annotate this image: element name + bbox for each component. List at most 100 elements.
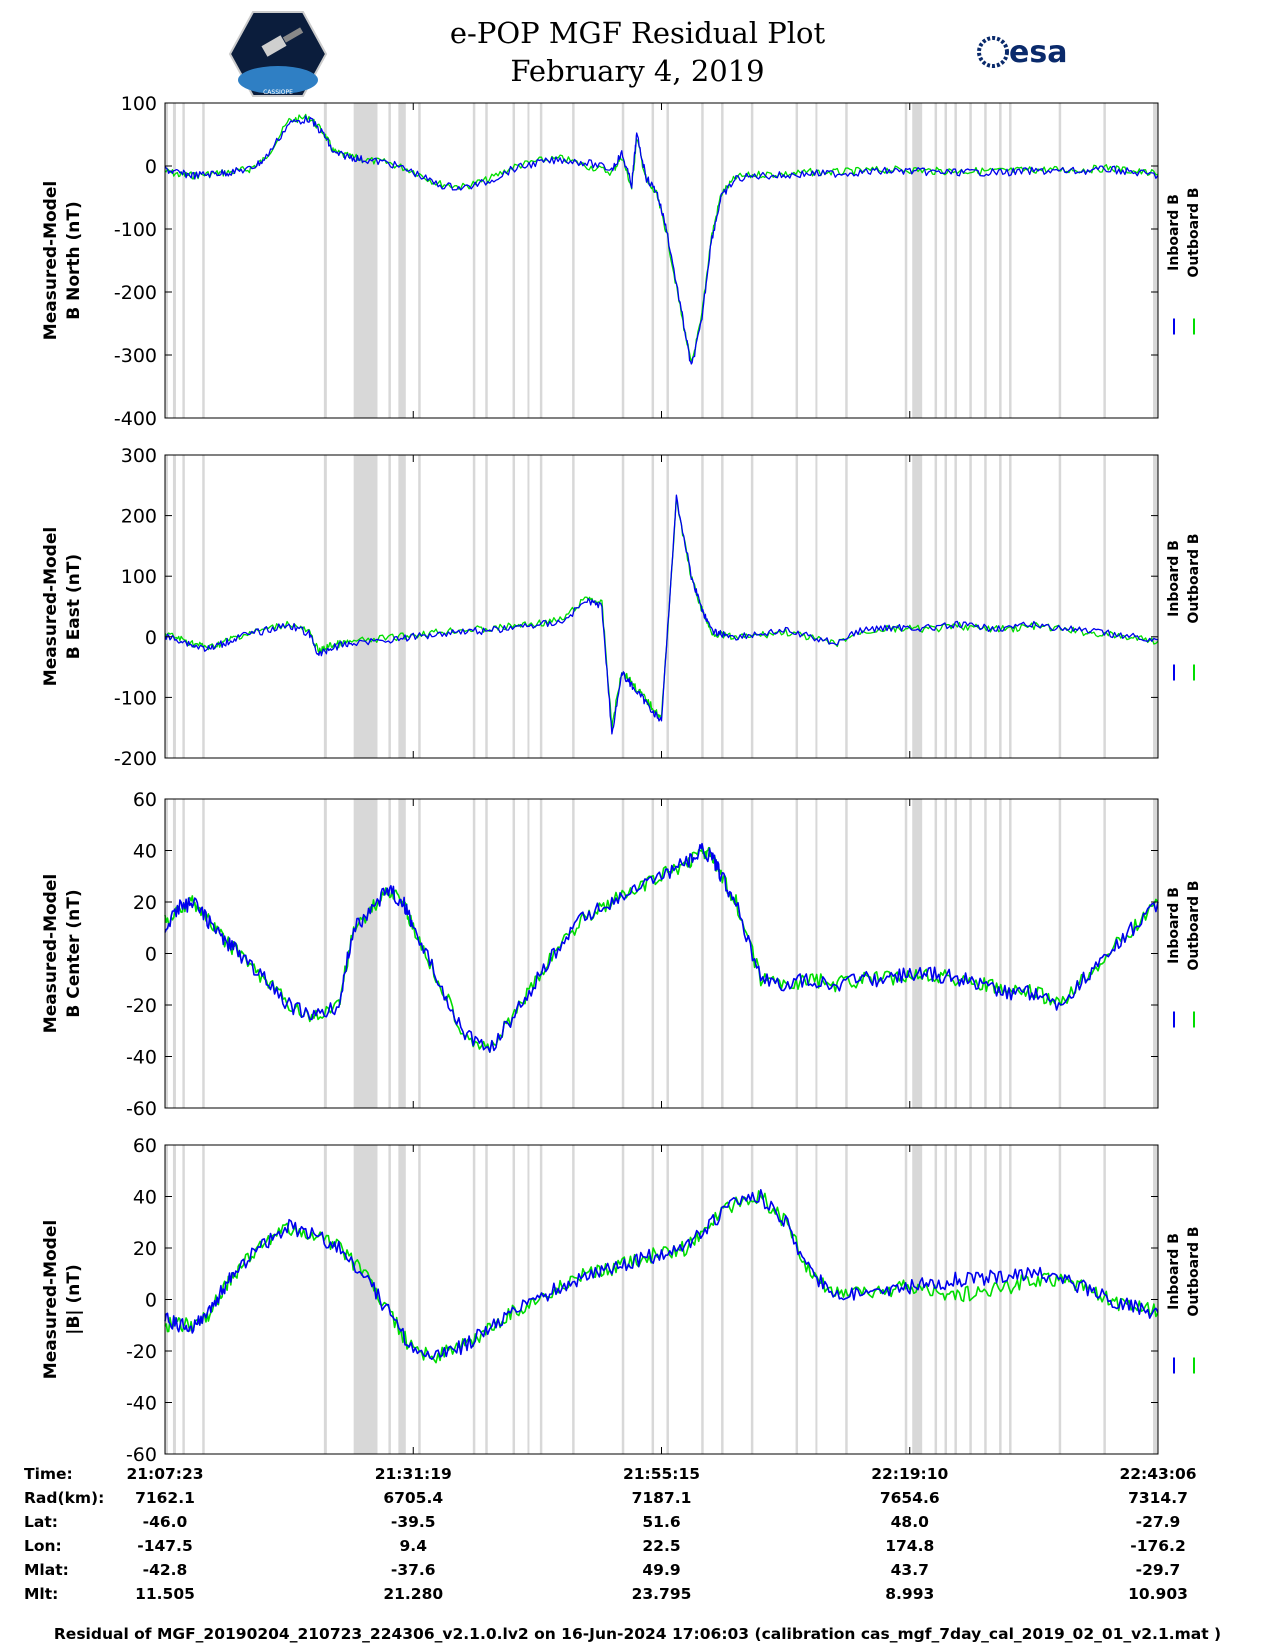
info-row: Mlt: 11.505 21.280 23.795 8.993 10.903 xyxy=(0,1585,1275,1607)
data-gap-band xyxy=(172,799,176,1108)
data-gap-band xyxy=(934,1145,938,1454)
series-line-inboard xyxy=(164,1189,1159,1360)
data-gap-band xyxy=(388,103,391,418)
data-gap-band xyxy=(934,455,938,758)
data-gap-band xyxy=(944,799,947,1108)
info-row: Lon: -147.5 9.4 22.5 174.8 -176.2 xyxy=(0,1537,1275,1559)
data-gap-band xyxy=(418,799,421,1108)
info-cell: -176.2 xyxy=(1130,1537,1186,1555)
data-gap-band xyxy=(621,1145,625,1454)
data-gap-band xyxy=(750,103,754,418)
y-tick-label: 60 xyxy=(133,1135,157,1157)
data-gap-band xyxy=(388,1145,391,1454)
data-gap-band xyxy=(182,799,185,1108)
info-row: Lat: -46.0 -39.5 51.6 48.0 -27.9 xyxy=(0,1513,1275,1535)
data-gap-band xyxy=(1009,799,1012,1108)
data-gap-band xyxy=(388,455,391,758)
data-gap-band xyxy=(984,103,987,418)
y-tick-label: 0 xyxy=(145,1290,157,1312)
data-gap-band xyxy=(1153,455,1158,758)
data-gap-band xyxy=(845,799,848,1108)
legend-label-outboard: Outboard B xyxy=(1186,187,1202,277)
y-axis-label-line-2: B East (nT) xyxy=(64,554,84,659)
data-gap-band xyxy=(323,1145,327,1454)
data-gap-band xyxy=(485,103,488,418)
info-cell: 7654.6 xyxy=(879,1489,940,1507)
y-tick-label: 0 xyxy=(145,627,157,649)
data-gap-band xyxy=(182,1145,185,1454)
data-gap-band xyxy=(323,103,327,418)
data-gap-band xyxy=(904,103,908,418)
info-cell: 7162.1 xyxy=(135,1489,195,1507)
data-gap-band xyxy=(912,103,923,418)
data-gap-band xyxy=(795,103,799,418)
info-cell: 51.6 xyxy=(642,1513,681,1531)
data-gap-band xyxy=(815,1145,818,1454)
data-gap-band xyxy=(1103,799,1106,1108)
data-gap-band xyxy=(721,103,724,418)
info-cell: -147.5 xyxy=(137,1537,193,1555)
data-gap-band xyxy=(815,103,818,418)
legend-label-outboard: Outboard B xyxy=(1186,533,1202,623)
title-line-1: e-POP MGF Residual Plot xyxy=(449,16,826,50)
y-tick-label: -200 xyxy=(114,748,157,770)
data-gap-band xyxy=(666,799,669,1108)
data-gap-band xyxy=(815,455,818,758)
info-cell: 22.5 xyxy=(642,1537,681,1555)
esa-logo: esa xyxy=(977,35,1067,70)
data-gap-band xyxy=(666,455,669,758)
data-gap-band xyxy=(701,1145,704,1454)
legend-label-outboard: Outboard B xyxy=(1186,880,1202,970)
data-gap-band xyxy=(398,1145,406,1454)
y-tick-label: 20 xyxy=(133,1238,157,1260)
y-axis-label-line-2: |B| (nT) xyxy=(64,1264,84,1335)
data-gap-band xyxy=(202,799,205,1108)
info-cell: -27.9 xyxy=(1135,1513,1181,1531)
data-gap-band xyxy=(1103,455,1106,758)
series-line-outboard xyxy=(164,1190,1159,1364)
data-gap-band xyxy=(1009,1145,1012,1454)
data-gap-band xyxy=(512,799,516,1108)
info-cell: -39.5 xyxy=(390,1513,436,1531)
data-gap-band xyxy=(172,103,176,418)
data-gap-band xyxy=(969,799,972,1108)
data-gap-band xyxy=(934,799,938,1108)
data-gap-band xyxy=(1009,103,1012,418)
data-gap-band xyxy=(572,103,575,418)
y-axis-label-line-2: B Center (nT) xyxy=(64,889,84,1017)
data-gap-band xyxy=(539,455,543,758)
y-tick-label: 100 xyxy=(121,93,157,115)
info-cell: -29.7 xyxy=(1135,1561,1181,1579)
data-gap-band xyxy=(666,1145,669,1454)
data-gap-band xyxy=(904,799,908,1108)
data-gap-band xyxy=(512,455,516,758)
data-gap-band xyxy=(999,799,1002,1108)
data-gap-band xyxy=(621,799,625,1108)
data-gap-band xyxy=(999,455,1002,758)
info-row-label: Lon: xyxy=(24,1537,62,1555)
data-gap-band xyxy=(795,799,799,1108)
data-gap-band xyxy=(944,455,947,758)
data-gap-band xyxy=(165,103,168,418)
data-gap-band xyxy=(202,103,205,418)
info-cell: 21:07:23 xyxy=(126,1465,204,1483)
info-cell: 8.993 xyxy=(885,1585,935,1603)
data-gap-band xyxy=(621,103,625,418)
y-axis-label-line-1: Measured-Model xyxy=(41,874,61,1033)
data-gap-band xyxy=(1058,799,1062,1108)
data-gap-band xyxy=(572,799,575,1108)
data-gap-band xyxy=(353,799,378,1108)
legend-label-inboard: Inboard B xyxy=(1166,194,1182,271)
data-gap-band xyxy=(472,1145,476,1454)
legend-label-outboard: Outboard B xyxy=(1186,1226,1202,1316)
data-gap-band xyxy=(795,455,799,758)
data-gap-band xyxy=(651,799,655,1108)
info-row: Time: 21:07:23 21:31:19 21:55:15 22:19:10 22:… xyxy=(0,1465,1275,1487)
legend-label-inboard: Inboard B xyxy=(1166,1233,1182,1310)
info-cell: 21.280 xyxy=(383,1585,444,1603)
data-gap-band xyxy=(472,103,476,418)
data-gap-band xyxy=(485,799,488,1108)
y-tick-label: 60 xyxy=(133,789,157,811)
cassiope-logo-text: CASSIOPE xyxy=(263,89,293,96)
data-gap-band xyxy=(666,103,669,418)
